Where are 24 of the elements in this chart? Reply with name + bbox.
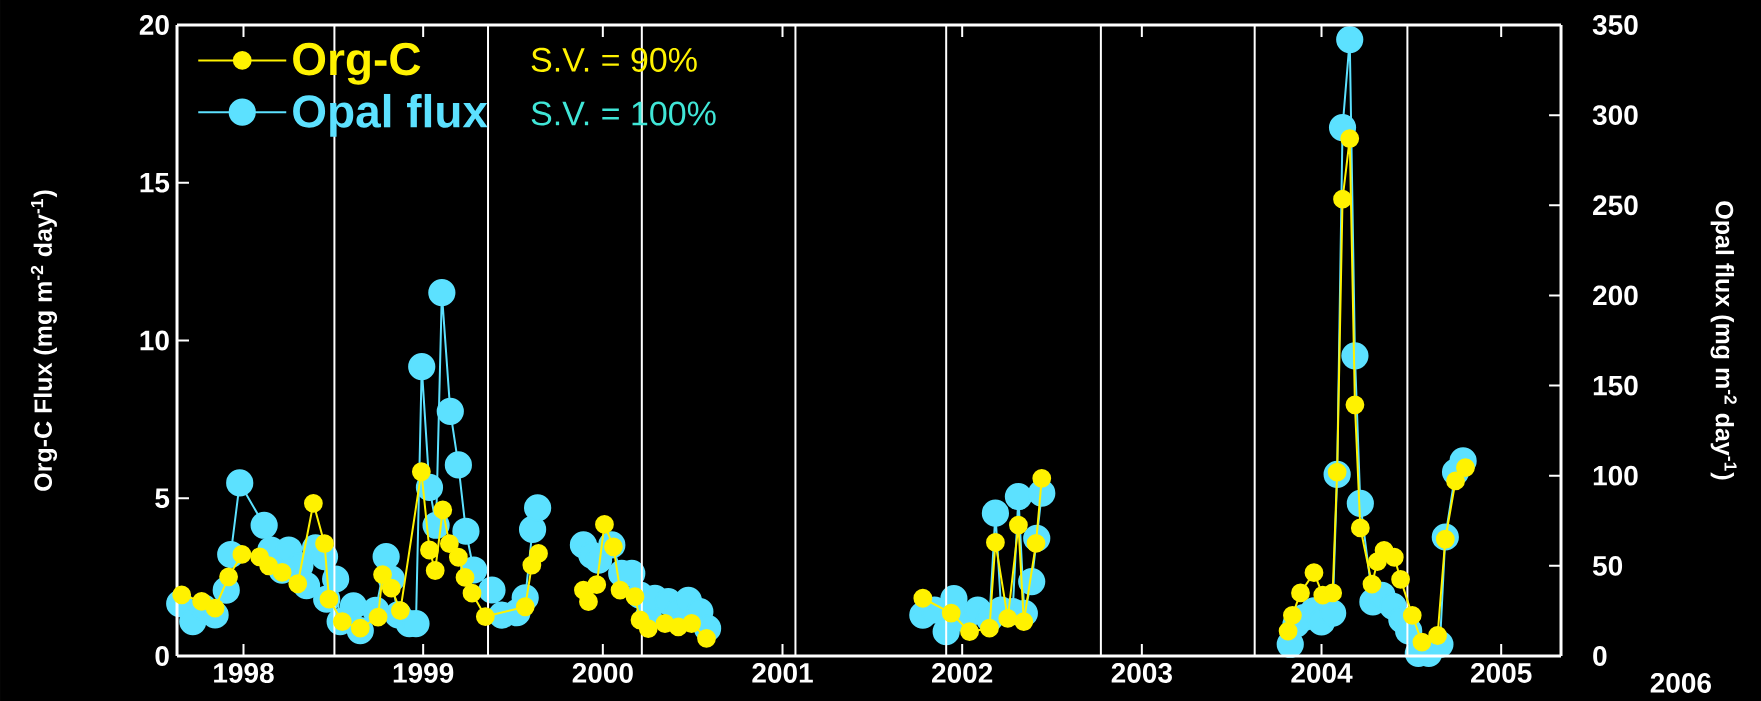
y2-tick-label: 0: [1593, 646, 1607, 666]
y-tick-label: 10: [140, 330, 169, 351]
x-tick-label: 2004: [1291, 663, 1353, 683]
x-tick-label: 1999: [393, 663, 454, 683]
y2-tick-label: 100: [1593, 465, 1638, 486]
x-tick-label: 2002: [932, 663, 993, 683]
y-axis-title: Org-C Flux (mg m$^{-2}$ day$^{-1}$): [30, 190, 58, 491]
x-tick-label: 2000: [572, 663, 633, 683]
y-tick-label: 0: [155, 646, 169, 666]
y2-tick-label: 200: [1593, 285, 1638, 306]
x-tick-label: 1998: [214, 663, 274, 683]
y2-axis-title: Opal flux (mg m$^{-2}$ day$^{-1}$): [1710, 201, 1737, 480]
y2-tick-label: 250: [1593, 195, 1638, 216]
y2-tick-label: 150: [1593, 375, 1638, 396]
x-tick-label: 2001: [752, 663, 813, 683]
y2-tick-label: 50: [1592, 555, 1623, 576]
x-tick-label: 2005: [1471, 663, 1532, 683]
y-tick-label: 5: [155, 488, 170, 509]
y2-tick-label: 350: [1592, 15, 1638, 35]
y2-tick-label: 300: [1592, 105, 1638, 126]
y-tick-label: 20: [139, 15, 169, 35]
x-tick-label: 2003: [1111, 663, 1172, 683]
text: 2006: [1650, 673, 1711, 693]
y-tick-label: 15: [140, 172, 170, 193]
